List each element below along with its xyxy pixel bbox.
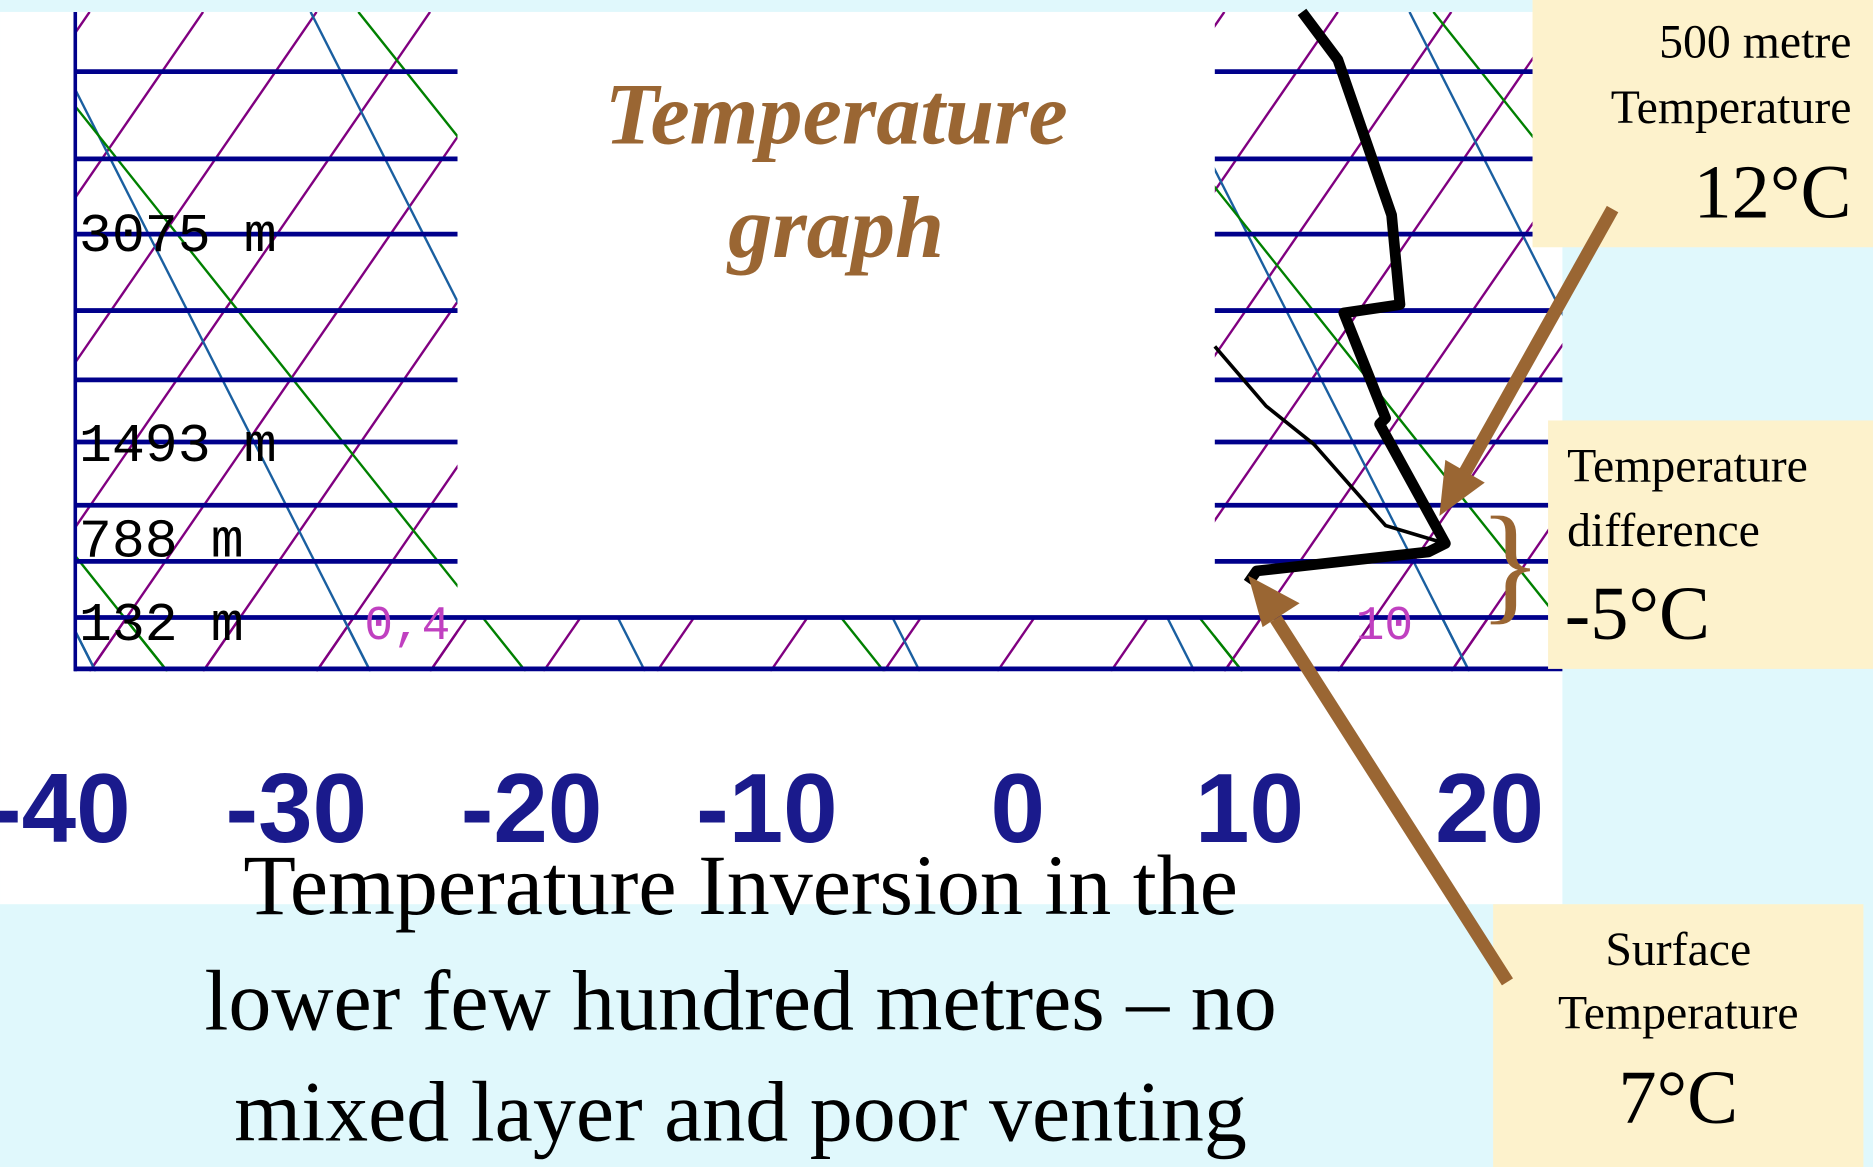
callout-text: Temperature — [1558, 986, 1799, 1039]
callout-text: Temperature — [1611, 81, 1852, 134]
moist-adiabat — [357, 11, 458, 139]
arrow-head — [1248, 575, 1300, 628]
x-tick-label: -30 — [225, 753, 367, 863]
caption: lower few hundred metres – no — [204, 953, 1276, 1049]
height-label: 3075 m — [79, 206, 277, 268]
callout-value: 7°C — [1618, 1055, 1738, 1140]
callout-box — [1493, 904, 1864, 1167]
callout-text: difference — [1567, 504, 1760, 557]
x-tick-label: -40 — [0, 753, 131, 863]
isotherm-label: 0,4 — [364, 600, 450, 654]
arrow — [1457, 205, 1619, 479]
dry-adiabat — [1408, 11, 1563, 317]
isotherm-label: 10 — [1356, 600, 1413, 654]
height-label: 788 m — [79, 512, 244, 574]
callout-text: Surface — [1605, 923, 1751, 976]
brace: } — [1479, 491, 1542, 636]
isotherm — [1214, 11, 1339, 193]
caption: Temperature Inversion in the — [243, 837, 1238, 933]
callout-value: -5°C — [1565, 571, 1710, 656]
callout-text: Temperature — [1567, 439, 1808, 492]
x-tick-label: 0 — [990, 753, 1044, 863]
graph-title: Temperature — [605, 65, 1068, 163]
arrow — [1270, 615, 1513, 986]
isotherm — [1214, 11, 1453, 358]
callout-text: 500 metre — [1659, 15, 1851, 68]
isotherm — [74, 11, 205, 202]
isotherm — [74, 11, 318, 367]
x-tick-label: 20 — [1435, 753, 1544, 863]
x-tick-label: -20 — [461, 753, 603, 863]
callout-box — [1532, 0, 1873, 248]
dry-adiabat — [309, 11, 458, 305]
dewpoint-line — [1213, 345, 1446, 546]
moist-adiabat — [1432, 11, 1563, 176]
height-label: 132 m — [79, 595, 244, 657]
graph-title: graph — [726, 179, 944, 277]
x-tick-label: -10 — [696, 753, 838, 863]
arrow-head — [1439, 459, 1485, 517]
height-label: 1493 m — [79, 416, 277, 478]
callout-box — [1548, 420, 1873, 669]
x-tick-label: 10 — [1195, 753, 1304, 863]
temperature-profile — [1243, 8, 1451, 586]
callout-value: 12°C — [1693, 149, 1851, 234]
caption: mixed layer and poor venting — [234, 1064, 1247, 1160]
